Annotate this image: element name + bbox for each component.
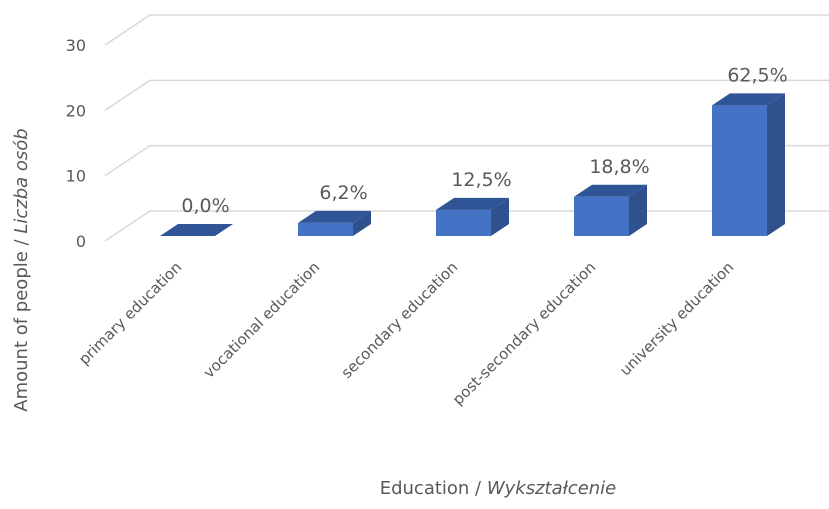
bar xyxy=(712,93,785,236)
bar-top xyxy=(298,210,371,223)
y-axis-label: Amount of people / Liczba osób xyxy=(11,128,32,411)
data-label: 18,8% xyxy=(589,156,649,178)
bar-side xyxy=(353,210,371,236)
data-label: 6,2% xyxy=(319,182,367,204)
data-label: 12,5% xyxy=(451,169,511,191)
bar-front xyxy=(436,209,491,236)
bar-side xyxy=(767,93,785,236)
x-axis-label-translation: Wykształcenie xyxy=(487,478,616,499)
bar-side xyxy=(629,184,647,236)
y-tick-label: 30 xyxy=(66,36,86,55)
data-label: 0,0% xyxy=(181,195,229,217)
bar xyxy=(298,210,371,236)
grid-line xyxy=(104,144,829,177)
bar xyxy=(436,197,509,236)
bar-top xyxy=(712,93,785,106)
x-tick-label: university education xyxy=(616,258,737,379)
y-tick-label: 0 xyxy=(76,232,86,251)
bar-top xyxy=(574,184,647,197)
bar-front xyxy=(574,196,629,236)
x-tick-label: post-secondary education xyxy=(449,258,599,408)
data-label: 62,5% xyxy=(727,64,787,86)
bar-top xyxy=(436,197,509,210)
grid-line xyxy=(104,14,829,46)
bar-side xyxy=(491,197,509,236)
x-tick-label: primary education xyxy=(75,258,185,368)
bar-front xyxy=(712,105,767,236)
y-axis-label-translation: Liczba osób xyxy=(11,128,32,233)
bar xyxy=(574,184,647,236)
x-axis-label-main: Education / xyxy=(380,478,487,499)
bar-top xyxy=(160,224,233,236)
bar xyxy=(160,224,233,236)
x-tick-label: secondary education xyxy=(338,258,462,382)
y-axis-label-main: Amount of people / xyxy=(11,234,32,412)
bar-front xyxy=(298,222,353,236)
grid-line xyxy=(104,79,829,111)
y-tick-label: 20 xyxy=(66,101,86,120)
x-tick-label: vocational education xyxy=(200,258,324,382)
x-axis-label: Education / Wykształcenie xyxy=(380,478,617,499)
y-tick-label: 10 xyxy=(66,167,86,186)
